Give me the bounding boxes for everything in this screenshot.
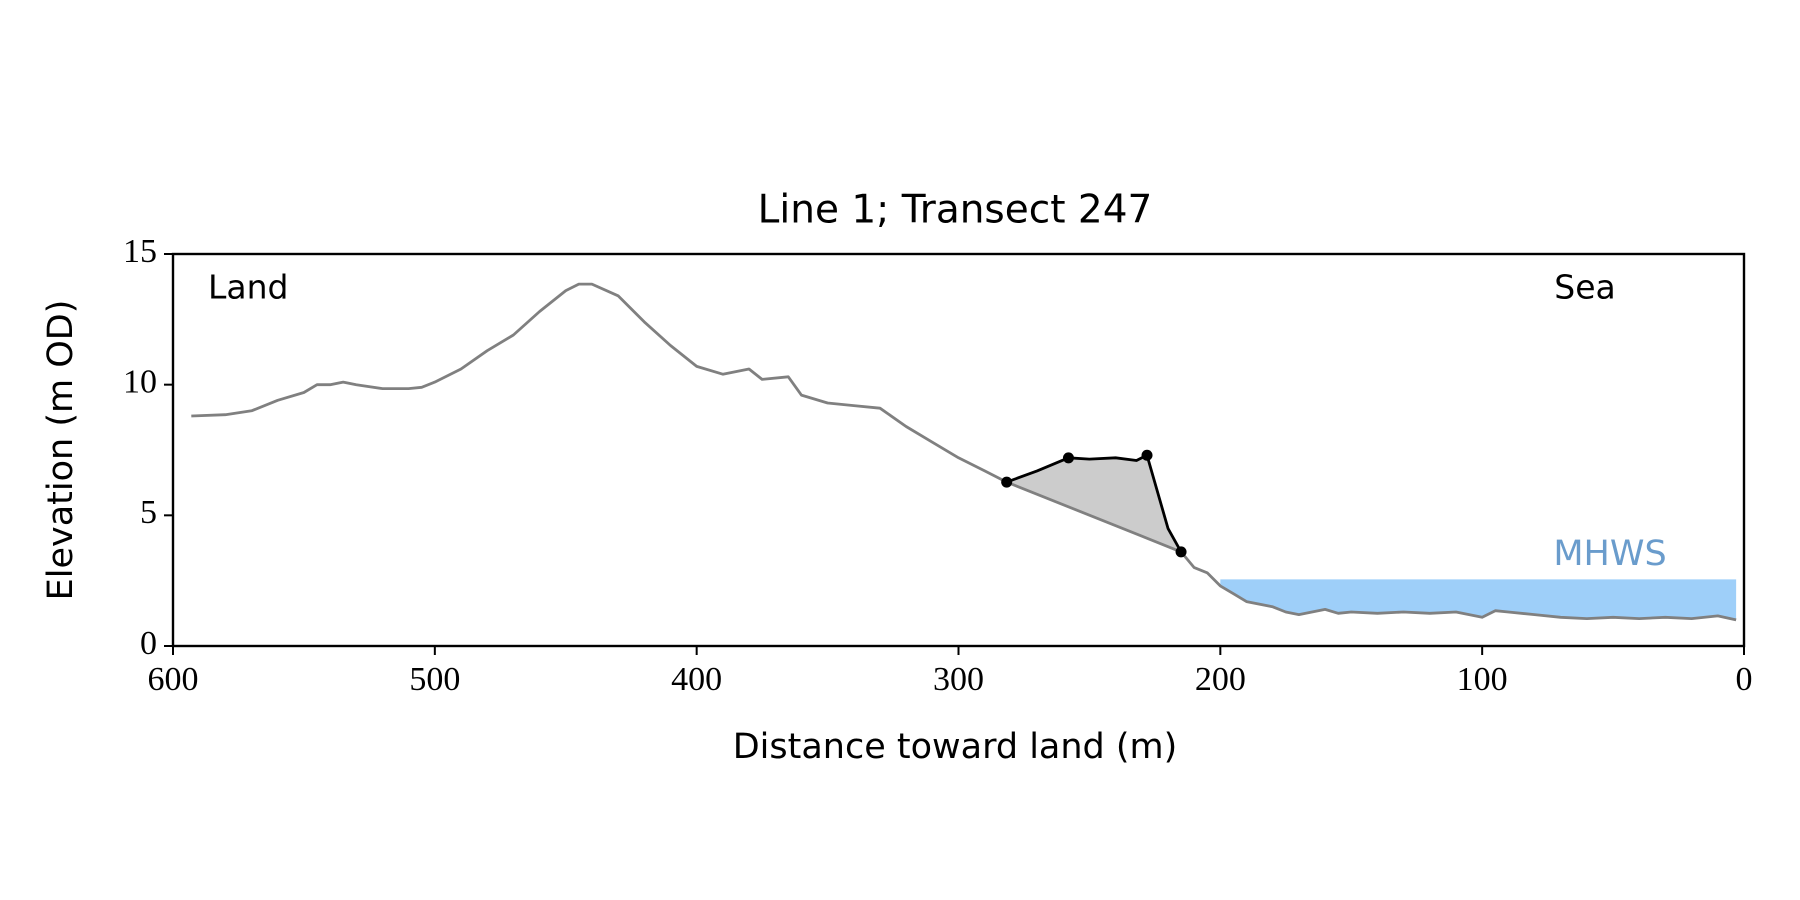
x-tick-label: 0 [1736, 661, 1753, 698]
feature-area [1006, 455, 1182, 552]
x-tick-label: 100 [1457, 661, 1508, 698]
y-axis-label: Elevation (m OD) [41, 300, 81, 601]
feature-point [1062, 452, 1074, 464]
feature-point [1141, 449, 1153, 461]
x-axis-label: Distance toward land (m) [733, 727, 1178, 767]
mhws-area [1220, 579, 1737, 620]
x-tick-label: 400 [671, 661, 722, 698]
profile-line [191, 282, 1737, 622]
x-tick-label: 200 [1195, 661, 1246, 698]
x-tick-label: 300 [933, 661, 984, 698]
feature-line [1006, 453, 1183, 553]
chart-title: Line 1; Transect 247 [758, 188, 1153, 233]
x-tick-label: 500 [409, 661, 460, 698]
y-tick-label: 10 [123, 363, 157, 400]
y-tick-label: 5 [140, 494, 157, 531]
y-tick-label: 15 [123, 233, 157, 270]
feature-point [1001, 476, 1013, 488]
y-tick-label: 0 [140, 625, 157, 662]
mhws-label: MHWS [1553, 534, 1666, 574]
x-tick-label: 600 [148, 661, 199, 698]
annotation: Land [208, 268, 288, 307]
feature-point [1175, 546, 1187, 558]
annotation: Sea [1554, 268, 1615, 307]
